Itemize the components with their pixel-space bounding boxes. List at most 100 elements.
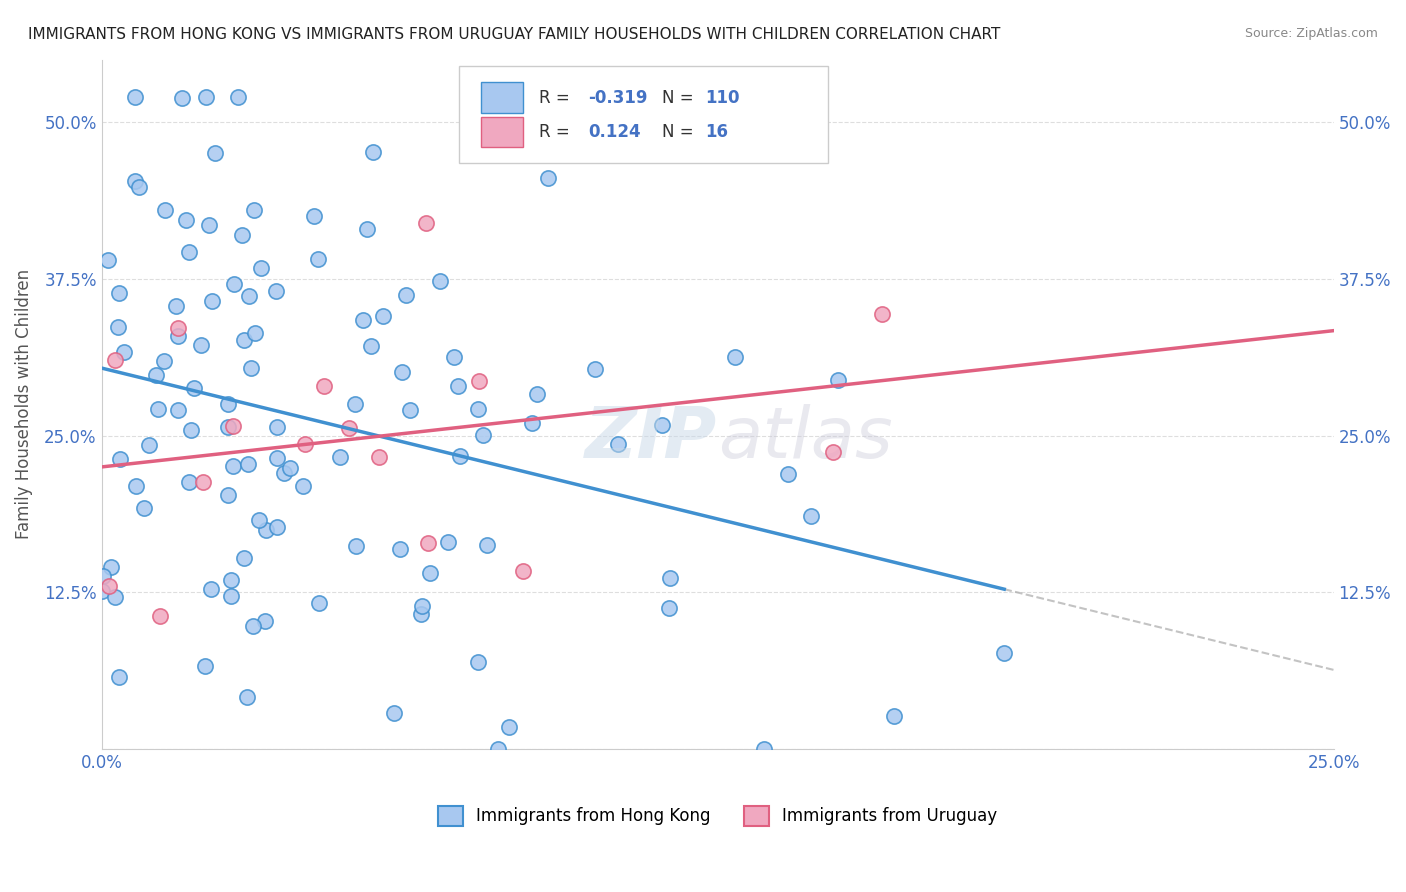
Point [467,655,489,669]
Point [247,513,270,527]
Point [125,479,148,493]
Point [651,418,673,433]
Point [104,352,127,367]
Point [329,450,352,464]
Point [152,354,174,368]
Point [232,333,254,347]
Point [107,320,129,334]
Point [266,284,288,298]
Text: 0.124: 0.124 [588,123,641,141]
Point [343,397,366,411]
Point [724,350,747,364]
Point [361,145,384,160]
Point [883,708,905,723]
Point [242,619,264,633]
Point [537,170,560,185]
Point [103,591,125,605]
Point [217,420,239,434]
Point [659,572,682,586]
Point [204,146,226,161]
Point [191,475,214,490]
Point [90,583,112,598]
Point [416,535,439,549]
Point [217,488,239,502]
Point [373,309,395,323]
Point [226,90,249,104]
Point [148,401,170,416]
Point [302,209,325,223]
Point [429,274,451,288]
Point [356,221,378,235]
Point [114,344,136,359]
Point [389,542,412,557]
Point [827,373,849,387]
Point [471,428,494,442]
Point [475,538,498,552]
Point [467,402,489,417]
Point [486,742,509,756]
Text: 110: 110 [706,88,740,106]
Point [190,338,212,352]
Point [195,90,218,104]
Point [110,452,132,467]
Text: N =: N = [662,123,699,141]
Point [134,501,156,516]
Text: -0.319: -0.319 [588,88,648,106]
Point [177,475,200,489]
Point [411,607,433,621]
Point [250,261,273,276]
Point [221,419,243,434]
Point [278,460,301,475]
Point [165,299,187,313]
Point [174,213,197,227]
Point [219,589,242,603]
Point [498,720,520,734]
Point [520,416,543,430]
Point [170,91,193,105]
FancyBboxPatch shape [458,67,828,163]
Point [222,277,245,291]
Point [993,646,1015,660]
Text: N =: N = [662,88,699,106]
Point [222,458,245,473]
Point [149,608,172,623]
Point [308,596,330,610]
Y-axis label: Family Households with Children: Family Households with Children [15,269,32,540]
Point [221,574,243,588]
Legend: Immigrants from Hong Kong, Immigrants from Uruguay: Immigrants from Hong Kong, Immigrants fr… [432,799,1004,832]
Point [177,244,200,259]
Point [107,670,129,684]
Point [124,174,146,188]
Point [233,550,256,565]
Point [294,436,316,450]
Text: atlas: atlas [717,404,893,474]
Point [467,374,489,388]
Point [238,289,260,303]
Point [266,420,288,434]
Point [266,451,288,466]
Point [239,361,262,376]
Point [449,449,471,463]
Point [291,479,314,493]
Point [254,615,277,629]
Point [236,690,259,704]
Point [231,227,253,242]
Point [337,421,360,435]
Point [419,566,441,580]
Point [443,350,465,364]
Point [398,403,420,417]
Point [752,742,775,756]
Point [167,328,190,343]
Point [243,203,266,218]
Point [243,326,266,340]
Point [382,706,405,720]
Point [194,659,217,673]
Text: ZIP: ZIP [585,404,717,474]
Point [180,423,202,437]
Point [360,338,382,352]
FancyBboxPatch shape [481,82,523,112]
Point [583,362,606,376]
Point [183,381,205,395]
Point [447,379,470,393]
Point [870,307,893,321]
